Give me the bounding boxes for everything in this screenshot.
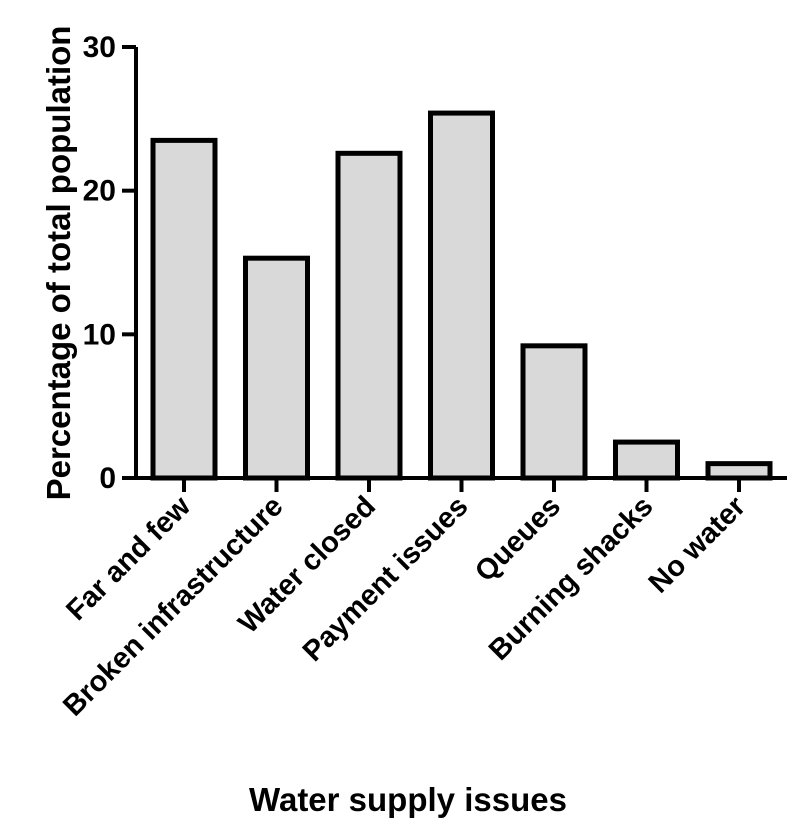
y-tick-label: 30 — [83, 31, 116, 64]
bars-group — [150, 110, 773, 481]
bar-water-closed — [335, 150, 403, 481]
x-tick-label: Burning shacks — [483, 490, 659, 666]
bar-broken-infrastructure — [243, 255, 310, 481]
bar-queues — [520, 343, 588, 481]
x-axis-title: Water supply issues — [249, 781, 567, 818]
y-tick-label: 0 — [99, 462, 116, 495]
y-axis-title: Percentage of total population — [40, 26, 77, 501]
x-tick-label: Payment issues — [297, 490, 475, 668]
y-ticks-group: 0 10 20 30 — [83, 31, 136, 495]
y-tick-label: 10 — [83, 318, 116, 351]
bar-burning-shacks — [613, 439, 680, 481]
x-tick-label: No water — [643, 490, 752, 599]
bar-far-and-few — [150, 137, 218, 481]
y-tick-label: 20 — [83, 175, 116, 208]
bar-no-water — [705, 461, 773, 481]
bar-payment-issues — [428, 110, 495, 481]
